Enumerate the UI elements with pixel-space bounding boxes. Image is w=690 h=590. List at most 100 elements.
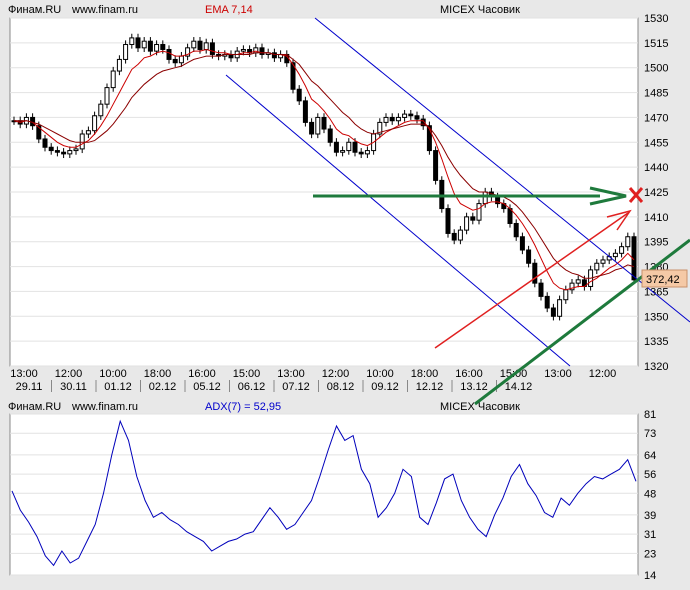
price-y-tick-label: 1410 — [644, 212, 668, 224]
candle — [433, 146, 439, 185]
price-indicator-label: EMA 7,14 — [205, 4, 253, 16]
date-tick-label: 09.12 — [371, 381, 399, 393]
candle — [116, 55, 122, 76]
price-y-tick-label: 1320 — [644, 361, 668, 373]
date-tick-label: 01.12 — [104, 381, 132, 393]
candle — [123, 40, 129, 64]
candle — [464, 212, 470, 235]
adx-y-tick-label: 73 — [644, 428, 656, 440]
date-tick-label: 14.12 — [505, 381, 533, 393]
price-y-ticks: 1530 1515 1500 1485 1470 1455 1440 1425 1410 1395… — [644, 13, 668, 373]
channel-lower-line — [225, 74, 571, 367]
candle — [594, 259, 600, 275]
price-y-tick-label: 1425 — [644, 187, 668, 199]
date-tick-label: 07.12 — [282, 381, 310, 393]
adx-y-tick-label: 48 — [644, 488, 656, 500]
candle — [569, 279, 575, 294]
candle — [526, 245, 532, 268]
candle — [364, 146, 370, 159]
candle — [538, 279, 544, 301]
candle — [185, 43, 191, 61]
price-y-tick-label: 1350 — [644, 311, 668, 323]
candle — [408, 109, 414, 120]
candle — [302, 96, 308, 127]
adx-y-tick-label: 64 — [644, 450, 656, 462]
candle — [92, 111, 98, 135]
candle — [110, 66, 116, 92]
candle — [315, 113, 321, 139]
candle — [395, 113, 401, 125]
price-site-label: www.finam.ru — [71, 4, 138, 16]
last-price-badge — [641, 269, 688, 288]
adx-y-ticks: 81 73 64 56 48 39 31 23 14 — [644, 409, 656, 582]
candle — [36, 121, 42, 144]
price-y-tick-label: 1470 — [644, 112, 668, 124]
candle — [451, 229, 457, 245]
candle — [557, 295, 563, 321]
date-tick-label: 13.12 — [460, 381, 488, 393]
time-tick-label: 10:00 — [99, 368, 127, 380]
candle — [98, 100, 104, 120]
ema-long-line — [14, 52, 635, 279]
time-tick-label: 10:00 — [366, 368, 394, 380]
adx-panel: 81 73 64 56 48 39 31 23 14 Финам.RU www.finam.ru… — [8, 401, 656, 582]
candle — [172, 55, 178, 67]
candle — [141, 37, 147, 52]
price-y-tick-label: 1515 — [644, 38, 668, 50]
date-tick-label: 06.12 — [238, 381, 266, 393]
candle — [476, 199, 482, 225]
time-tick-label: 16:00 — [188, 368, 216, 380]
candle — [414, 111, 420, 124]
target-cross-marker — [628, 187, 644, 203]
candle — [191, 37, 197, 52]
date-tick-label: 02.12 — [149, 381, 177, 393]
candle — [309, 118, 315, 139]
adx-y-tick-label: 23 — [644, 548, 656, 560]
candle — [333, 138, 339, 157]
candle — [67, 146, 73, 159]
adx-y-tick-label: 31 — [644, 529, 656, 541]
support-line — [474, 238, 690, 406]
candle — [402, 109, 408, 122]
candle — [352, 138, 358, 157]
price-chart-title: MICEX Часовик — [440, 4, 520, 16]
candle — [377, 118, 383, 139]
adx-plot-area — [9, 413, 639, 576]
candle — [48, 143, 54, 155]
candle — [61, 148, 67, 159]
time-tick-label: 12:00 — [55, 368, 83, 380]
candle — [346, 138, 352, 155]
price-y-tick-label: 1440 — [644, 162, 668, 174]
candle — [389, 113, 395, 125]
price-y-tick-label: 1455 — [644, 137, 668, 149]
candle — [439, 176, 445, 213]
price-y-tick-label: 1485 — [644, 88, 668, 100]
candle — [619, 242, 625, 258]
candle — [519, 232, 525, 255]
adx-grid — [10, 413, 638, 576]
trend-arrow-line — [434, 212, 629, 349]
resistance-arrowhead — [589, 186, 627, 206]
adx-chart-title: MICEX Часовик — [440, 401, 520, 413]
adx-indicator-label: ADX(7) = 52,95 — [205, 401, 281, 413]
candle — [457, 225, 463, 245]
adx-y-tick-label: 39 — [644, 510, 656, 522]
candle — [54, 146, 60, 157]
candle — [79, 129, 85, 154]
time-tick-label: 18:00 — [411, 368, 439, 380]
candle — [532, 259, 538, 288]
candle — [42, 134, 48, 152]
time-tick-label: 15:00 — [233, 368, 261, 380]
time-tick-label: 18:00 — [144, 368, 172, 380]
time-tick-label: 13:00 — [277, 368, 305, 380]
candle — [104, 83, 110, 109]
time-tick-label: 13:00 — [10, 368, 38, 380]
price-y-tick-label: 1500 — [644, 63, 668, 75]
adx-source-label: Финам.RU — [8, 401, 61, 413]
time-tick-label: 12:00 — [322, 368, 350, 380]
candle — [259, 43, 265, 59]
adx-line — [11, 419, 637, 567]
candle — [420, 114, 426, 130]
price-y-tick-label: 1395 — [644, 237, 668, 249]
